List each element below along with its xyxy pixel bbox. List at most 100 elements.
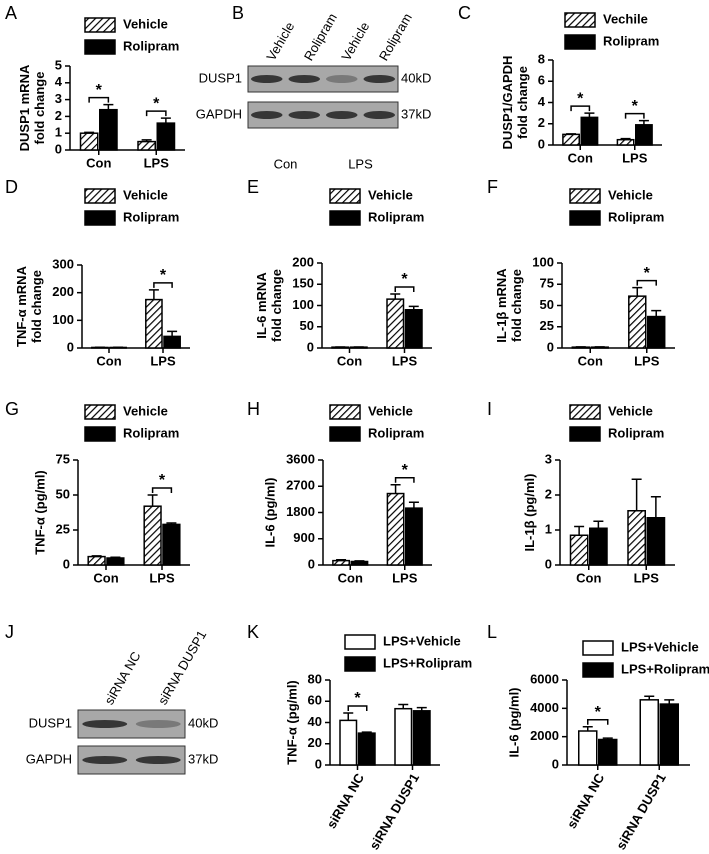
y-axis-label: IL-6 mRNA [254, 272, 269, 339]
group-label: LPS [348, 156, 373, 171]
y-tick-label: 50 [300, 318, 314, 333]
legend-label: Vehicle [608, 187, 653, 202]
error-bar [644, 695, 655, 700]
legend-swatch [329, 188, 361, 204]
bar [616, 138, 635, 146]
bar [628, 295, 647, 349]
y-tick-label: 2 [538, 115, 545, 130]
error-bar [91, 555, 102, 557]
error-bar [650, 496, 661, 518]
legend-label: Vechile [603, 11, 648, 26]
y-tick-label: 0 [67, 339, 74, 354]
bar [639, 699, 659, 766]
x-tick-label: Con [86, 155, 111, 170]
error-bar [620, 137, 631, 140]
error-bar [147, 494, 158, 507]
legend-swatch [84, 17, 116, 33]
y-tick-label: 25 [56, 521, 70, 536]
blot-band [82, 756, 128, 764]
y-tick-label: 0 [55, 141, 62, 156]
error-bar [566, 133, 577, 135]
bar [635, 124, 653, 146]
y-tick-label: 0 [307, 339, 314, 354]
y-tick-label: 4 [538, 94, 546, 109]
bar [646, 517, 666, 566]
blot-band [251, 75, 283, 83]
legend-label: Rolipram [123, 209, 179, 224]
significance-star: * [577, 90, 584, 107]
lane-label: Rolipram [376, 11, 415, 64]
chart-panel: K 0 20 40 60 80 TNF-α (pg/ml) siRNA NC * siRNA DU… [247, 622, 472, 853]
y-tick-label: 50 [540, 297, 554, 312]
y-tick-label: 2000 [530, 728, 559, 743]
size-label: 37kD [188, 751, 218, 766]
error-bar [160, 117, 171, 124]
blot-band [135, 720, 181, 728]
legend-label: Rolipram [368, 425, 424, 440]
error-bar [584, 112, 595, 118]
chart-panel: H 0 900 1800 2700 3600 IL-6 (pg/ml) Con LPS * Vehi… [247, 399, 432, 585]
bar [156, 122, 176, 151]
significance-bracket [624, 112, 645, 119]
legend-label: LPS+Rolipram [383, 655, 472, 670]
significance-bracket [145, 110, 167, 117]
lane-label: Vehicle [338, 19, 372, 63]
y-tick-label: 100 [292, 297, 314, 312]
blot-band [251, 111, 283, 119]
blot-band [363, 75, 395, 83]
bar [627, 510, 646, 566]
y-tick-label: 75 [56, 451, 70, 466]
legend-swatch [344, 634, 376, 650]
y-tick-label: 40 [308, 714, 322, 729]
significance-bracket [151, 487, 173, 493]
row-label: GAPDH [196, 106, 242, 121]
chart-panel: L 0 2000 4000 6000 IL-6 (pg/ml) siRNA NC * siRNA… [487, 622, 709, 853]
error-bar [354, 560, 365, 562]
y-tick-label: 900 [293, 530, 315, 545]
legend-swatch [569, 426, 601, 442]
legend-label: Vehicle [123, 403, 168, 418]
legend-swatch [569, 210, 601, 226]
panel-letter: K [247, 622, 259, 642]
error-bar [632, 286, 643, 297]
y-tick-label: 4000 [530, 700, 559, 715]
bar [598, 738, 618, 766]
y-tick-label: 50 [56, 486, 70, 501]
error-bar [408, 501, 419, 509]
legend-swatch [564, 34, 596, 50]
y-tick-label: 3 [55, 91, 62, 106]
legend-swatch [84, 210, 116, 226]
x-tick-label: LPS [622, 150, 648, 165]
y-tick-label: 6000 [530, 671, 559, 686]
error-bar [574, 525, 585, 536]
legend-swatch [84, 188, 116, 204]
x-tick-label: LPS [144, 155, 170, 170]
panel-letter: J [5, 622, 14, 642]
y-tick-label: 300 [52, 256, 74, 271]
y-tick-label: 0 [63, 556, 70, 571]
significance-star: * [354, 690, 361, 707]
y-tick-label: 60 [308, 693, 322, 708]
significance-star: * [401, 271, 408, 288]
error-bar [390, 484, 401, 494]
y-tick-label: 3600 [286, 451, 315, 466]
error-bar [408, 305, 419, 310]
bar [569, 534, 589, 566]
legend-label: Rolipram [123, 425, 179, 440]
x-tick-label: Con [337, 353, 362, 368]
y-tick-label: 80 [308, 671, 322, 686]
x-tick-label: Con [93, 570, 118, 585]
row-label: DUSP1 [29, 715, 72, 730]
x-tick-label: siRNA NC [324, 770, 368, 831]
legend-swatch [569, 188, 601, 204]
y-tick-label: 0 [547, 339, 554, 354]
y-tick-label: 1 [55, 125, 62, 140]
y-tick-label: 6 [538, 73, 545, 88]
chart-panel: A 01 2 3 4 5 DUSP1 mRNA fold change Con * LPS * Vehi… [5, 3, 185, 170]
bar [339, 719, 358, 766]
significance-star: * [96, 82, 103, 99]
y-axis-label: DUSP1 mRNA [17, 64, 32, 151]
significance-star: * [595, 704, 602, 721]
bar [589, 527, 608, 566]
